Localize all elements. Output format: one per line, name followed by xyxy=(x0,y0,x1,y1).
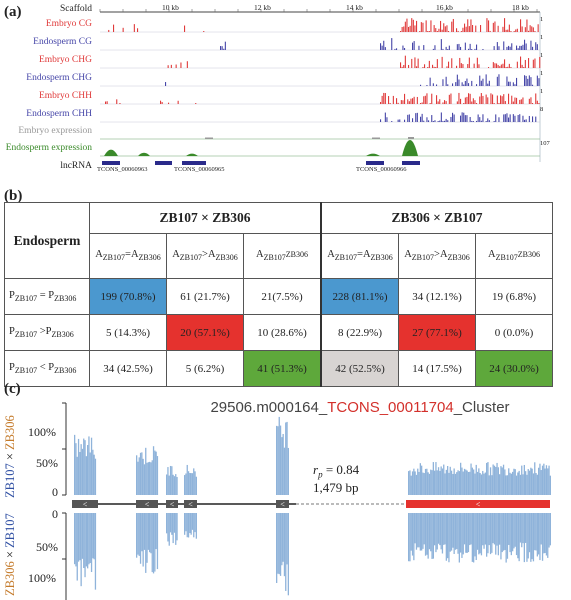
gene-model: < < < < < < xyxy=(72,500,550,509)
col-header-0: AZB107=AZB306 xyxy=(89,233,167,279)
genome-browser-tracks xyxy=(99,9,541,165)
allelic-expression-table: Endosperm ZB107 × ZB306 ZB306 × ZB107 AZ… xyxy=(4,202,553,387)
y-top-100: 100% xyxy=(28,425,56,439)
cross2-header: ZB306 × ZB107 xyxy=(320,202,553,234)
gene-structure-plot: < < < < < < xyxy=(62,402,551,600)
lncrna-id-3: TCONS_00060966 xyxy=(356,166,407,173)
tick-16kb: 16 kb xyxy=(436,3,453,12)
cross1-header: ZB107 × ZB306 xyxy=(89,202,322,234)
svg-text:<: < xyxy=(476,500,481,509)
table-cell-1-0: 5 (14.3%) xyxy=(89,314,167,351)
correlation-label: rp = 0.84 xyxy=(313,462,360,480)
track-max-1: 1 xyxy=(540,34,544,41)
table-cell-2-5: 24 (30.0%) xyxy=(475,350,553,387)
track-max-2: 1 xyxy=(540,52,544,59)
y-bottom-50: 50% xyxy=(36,540,58,554)
y-bottom-100: 100% xyxy=(28,571,56,585)
col-header-4: AZB107>AZB306 xyxy=(398,233,476,279)
table-cell-1-2: 10 (28.6%) xyxy=(243,314,322,351)
lncrna-id-1: TCONS_00060963 xyxy=(97,166,148,173)
svg-text:<: < xyxy=(170,500,175,509)
y-bottom-0: 0 xyxy=(52,507,58,521)
table-cell-2-2: 41 (51.3%) xyxy=(243,350,322,387)
col-header-3: AZB107=AZB306 xyxy=(320,233,399,279)
table-corner: Endosperm xyxy=(4,202,90,279)
tick-14kb: 14 kb xyxy=(346,3,363,12)
track-label-7: Endosperm expression xyxy=(5,143,92,153)
y-top-50: 50% xyxy=(36,456,58,470)
table-cell-1-3: 8 (22.9%) xyxy=(320,314,399,351)
col-header-5: AZB107ZB306 xyxy=(475,233,553,279)
svg-text:<: < xyxy=(83,500,88,509)
scaffold-scale xyxy=(99,9,541,162)
track-label-6: Embryo expression xyxy=(18,126,92,136)
row-header-0: PZB107 = PZB306 xyxy=(4,278,90,315)
track-label-5: Endosperm CHH xyxy=(26,109,92,119)
track-label-2: Embryo CHG xyxy=(38,55,92,65)
coverage-bottom xyxy=(62,512,551,600)
panel-b-label: (b) xyxy=(4,188,23,204)
table-cell-0-4: 34 (12.1%) xyxy=(398,278,476,315)
track-label-3: Endosperm CHG xyxy=(26,73,92,83)
scaffold-label: Scaffold xyxy=(59,4,92,14)
track-max-3: 1 xyxy=(540,70,544,77)
table-cell-2-1: 5 (6.2%) xyxy=(166,350,244,387)
svg-text:<: < xyxy=(188,500,193,509)
col-header-1: AZB107>AZB306 xyxy=(166,233,244,279)
table-cell-2-3: 42 (52.5%) xyxy=(320,350,399,387)
panel-c-label: (c) xyxy=(4,381,21,397)
table-cell-0-5: 19 (6.8%) xyxy=(475,278,553,315)
tick-18kb: 18 kb xyxy=(512,3,529,12)
table-cell-0-1: 61 (21.7%) xyxy=(166,278,244,315)
y-top-0: 0 xyxy=(52,485,58,499)
track-max-5: 8 xyxy=(540,106,544,113)
track-label-0: Embryo CG xyxy=(45,19,92,29)
length-label: 1,479 bp xyxy=(313,480,359,495)
coverage-top xyxy=(62,402,551,496)
track-label-8: lncRNA xyxy=(60,161,92,171)
table-cell-2-4: 14 (17.5%) xyxy=(398,350,476,387)
track-label-4: Embryo CHH xyxy=(38,91,92,101)
panel-a-label: (a) xyxy=(4,4,22,20)
gene-cluster-title: 29506.m000164_TCONS_00011704_Cluster xyxy=(210,399,510,416)
tick-10kb: 10 kb xyxy=(162,3,179,12)
tick-12kb: 12 kb xyxy=(254,3,271,12)
lncrna-id-2: TCONS_00060965 xyxy=(174,166,225,173)
table-cell-2-0: 34 (42.5%) xyxy=(89,350,167,387)
track-max-0: 1 xyxy=(540,16,544,23)
track-max-4: 1 xyxy=(540,88,544,95)
table-cell-1-4: 27 (77.1%) xyxy=(398,314,476,351)
track-label-1: Endosperm CG xyxy=(33,37,92,47)
track-max-7: 107 xyxy=(540,140,550,147)
col-header-2: AZB107ZB306 xyxy=(243,233,322,279)
table-cell-0-3: 228 (81.1%) xyxy=(320,278,399,315)
table-cell-0-0: 199 (70.8%) xyxy=(89,278,167,315)
row-header-2: PZB107 < PZB306 xyxy=(4,350,90,387)
svg-text:<: < xyxy=(280,500,285,509)
methylation-tracks xyxy=(100,18,541,165)
table-cell-0-2: 21(7.5%) xyxy=(243,278,322,315)
row-header-1: PZB107 >PZB306 xyxy=(4,314,90,351)
table-cell-1-1: 20 (57.1%) xyxy=(166,314,244,351)
svg-text:<: < xyxy=(145,500,150,509)
table-cell-1-5: 0 (0.0%) xyxy=(475,314,553,351)
